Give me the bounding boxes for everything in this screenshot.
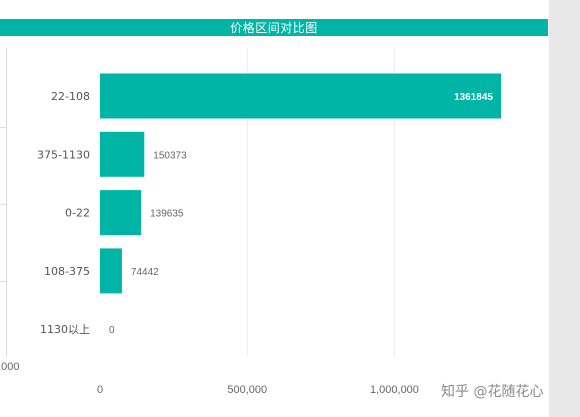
category-label: 0-22 bbox=[65, 207, 90, 220]
x-tick-label: 1,000,000 bbox=[370, 384, 419, 396]
bar bbox=[100, 248, 122, 294]
data-label: 139635 bbox=[150, 209, 184, 220]
left-panel-gridline bbox=[0, 204, 7, 205]
chart-title: 价格区间对比图 bbox=[230, 21, 318, 35]
category-label: 375-1130 bbox=[37, 148, 90, 161]
chart-title-bar: 价格区间对比图 bbox=[0, 19, 548, 36]
watermark: 知乎 @花随花心 bbox=[441, 384, 544, 400]
left-panel-gridline bbox=[0, 281, 7, 282]
data-label: 150373 bbox=[153, 150, 187, 161]
x-tick-label: 0 bbox=[97, 384, 103, 396]
category-label: 1130以上 bbox=[40, 323, 90, 336]
bar bbox=[100, 131, 145, 177]
right-gutter bbox=[549, 0, 580, 417]
left-panel-axis-label: 0,000 bbox=[0, 361, 20, 373]
data-label: 74442 bbox=[131, 267, 159, 278]
bar bbox=[100, 190, 142, 236]
data-label: 0 bbox=[109, 325, 115, 336]
left-panel-border bbox=[6, 48, 7, 356]
data-label: 1361845 bbox=[454, 92, 493, 103]
category-label: 108-375 bbox=[44, 265, 90, 278]
bar bbox=[100, 73, 501, 119]
category-label: 22-108 bbox=[51, 90, 90, 103]
left-panel-gridline bbox=[0, 127, 7, 128]
x-tick-label: 500,000 bbox=[227, 384, 267, 396]
bar-chart: 0 500,000 1,000,000 22-108 1361845 375-1130 15… bbox=[37, 48, 501, 396]
